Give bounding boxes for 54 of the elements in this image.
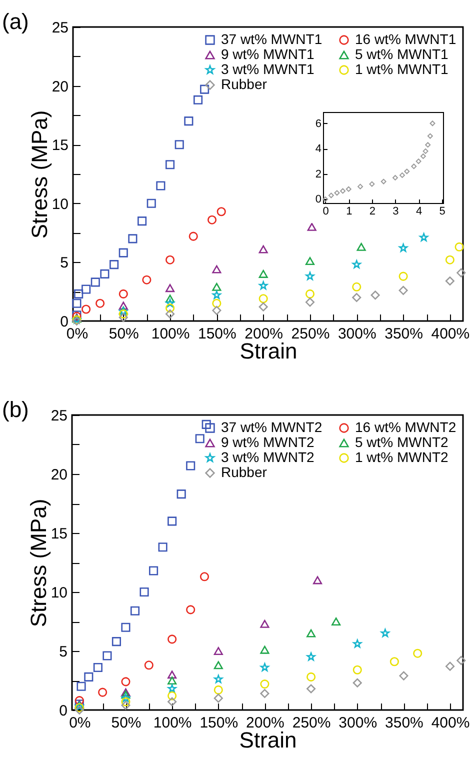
x-tick-label: 350% — [385, 714, 424, 732]
y-tick-label: 5 — [59, 644, 68, 660]
chart-title: (a) — [2, 9, 29, 34]
y-tick-label: 0 — [315, 194, 322, 206]
legend-label: 16 wt% MWNT1 — [355, 31, 456, 47]
x-tick-label: 50% — [111, 714, 142, 732]
x-tick-label: 0 — [322, 206, 329, 218]
x-tick-label: 50% — [108, 326, 139, 342]
x-tick-label: 0% — [69, 714, 91, 732]
y-tick-label: 10 — [50, 584, 68, 602]
y-axis-title: Stress (MPa) — [26, 110, 52, 239]
legend-label: 9 wt% MWNT2 — [221, 434, 315, 450]
y-axis-title: Stress (MPa) — [26, 498, 51, 628]
x-tick-label: 3 — [392, 206, 399, 218]
legend-label: 3 wt% MWNT1 — [221, 61, 315, 77]
y-tick-label: 20 — [52, 78, 68, 96]
x-tick-label: 400% — [431, 326, 470, 342]
y-tick-label: 5 — [60, 254, 68, 272]
x-tick-label: 2 — [369, 206, 376, 218]
x-tick-label: 100% — [153, 714, 192, 732]
x-tick-label: 300% — [338, 714, 378, 732]
y-tick-label: 20 — [50, 466, 68, 484]
x-tick-label: 5 — [439, 206, 446, 218]
x-tick-label: 0% — [66, 326, 88, 342]
y-tick-label: 2 — [315, 168, 322, 180]
y-tick-label: 4 — [315, 143, 322, 156]
y-tick-label: 15 — [52, 137, 68, 154]
x-tick-label: 400% — [431, 714, 470, 732]
legend-label: 9 wt% MWNT1 — [221, 46, 315, 62]
y-tick-label: 0 — [59, 702, 68, 720]
legend-label: 5 wt% MWNT1 — [355, 46, 449, 62]
legend-label: 1 wt% MWNT2 — [355, 449, 449, 465]
legend-label: 1 wt% MWNT1 — [355, 61, 449, 77]
x-tick-label: 150% — [198, 326, 236, 342]
x-tick-label: 300% — [338, 326, 376, 342]
x-tick-label: 100% — [151, 326, 190, 342]
y-tick-label: 0 — [60, 314, 68, 330]
x-tick-label: 1 — [346, 206, 352, 218]
x-tick-label: 150% — [200, 714, 238, 732]
legend-label: 5 wt% MWNT2 — [355, 434, 449, 450]
legend-label: Rubber — [221, 76, 268, 92]
legend-label: 16 wt% MWNT2 — [355, 419, 456, 435]
legend-label: 37 wt% MWNT2 — [221, 419, 322, 435]
x-tick-label: 350% — [384, 326, 423, 342]
y-tick-label: 25 — [52, 20, 68, 36]
y-tick-label: 25 — [50, 408, 68, 424]
legend-label: 3 wt% MWNT2 — [221, 449, 315, 465]
x-tick-label: 4 — [416, 206, 422, 218]
y-tick-label: 15 — [50, 526, 68, 542]
legend-label: 37 wt% MWNT1 — [221, 31, 322, 47]
chart-title: (b) — [2, 397, 29, 422]
y-tick-label: 6 — [315, 118, 322, 130]
legend-label: Rubber — [221, 464, 268, 480]
y-tick-label: 10 — [52, 196, 68, 213]
